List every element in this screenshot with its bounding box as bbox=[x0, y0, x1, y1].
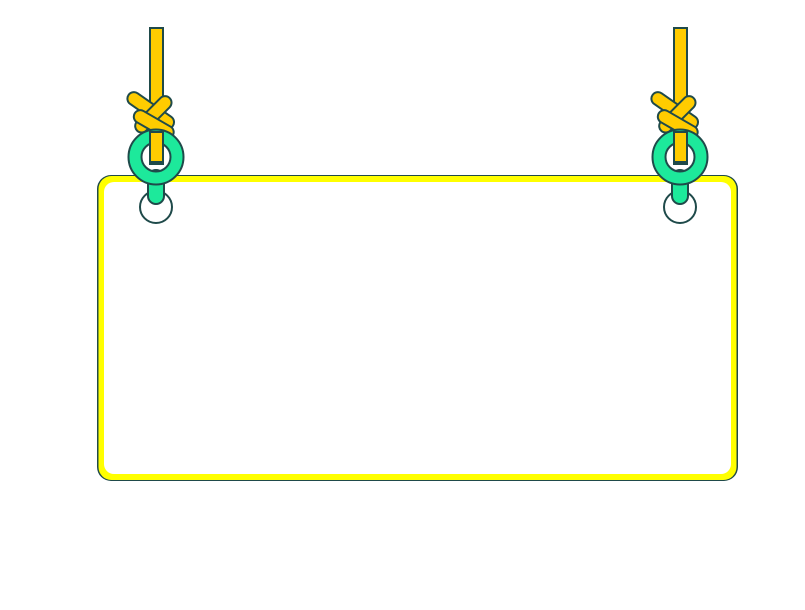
right-rope-through-ring bbox=[673, 131, 688, 163]
right-hanger bbox=[650, 27, 709, 224]
sign-board bbox=[97, 175, 738, 481]
left-hanger bbox=[126, 27, 185, 224]
sign-board-panel bbox=[104, 182, 731, 474]
left-rope-through-ring bbox=[149, 131, 164, 163]
